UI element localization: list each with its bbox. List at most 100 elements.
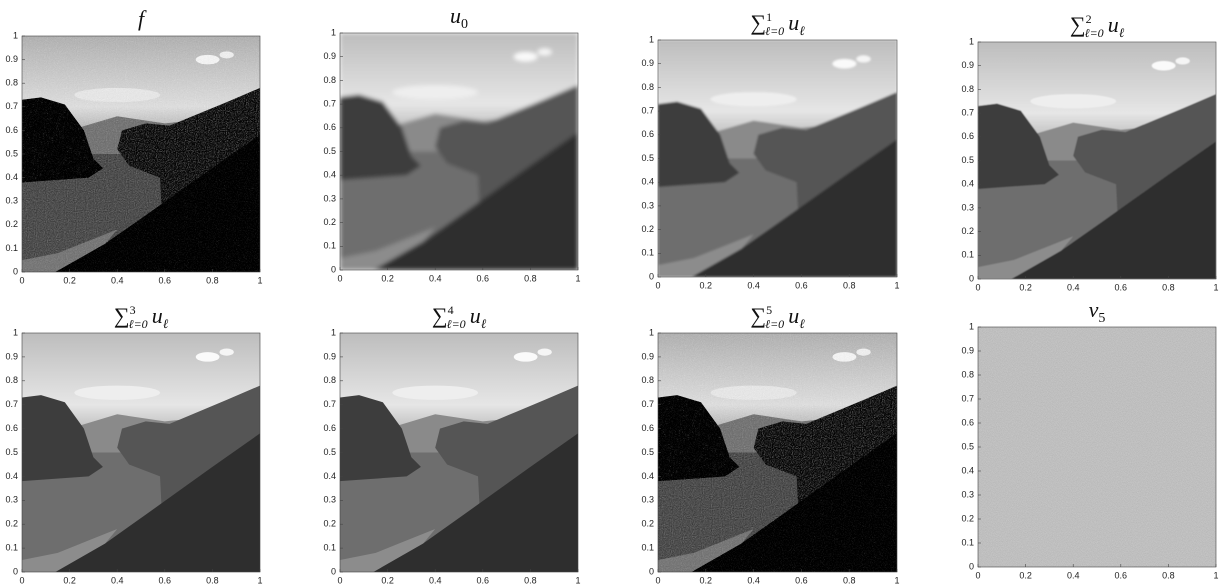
y-tick-label: 0.9 <box>961 60 974 70</box>
term: u <box>1108 12 1119 37</box>
y-tick-label: 0.9 <box>5 54 18 64</box>
x-tick-label: 0.4 <box>429 575 442 585</box>
y-tick-label: 1 <box>649 327 654 337</box>
y-tick-label: 0.2 <box>961 513 974 523</box>
x-tick-label: 0.6 <box>159 575 172 585</box>
y-tick-label: 0.7 <box>961 107 974 117</box>
y-tick-label: 0.4 <box>961 465 974 475</box>
y-tick-label: 1 <box>331 327 336 337</box>
y-tick-label: 0.5 <box>323 447 336 457</box>
y-tick-label: 0 <box>13 566 18 576</box>
y-tick-label: 0.8 <box>323 375 336 385</box>
y-tick-label: 0 <box>649 566 654 576</box>
y-tick-label: 0.5 <box>961 155 974 165</box>
sum-symbol: ∑ <box>114 303 130 328</box>
y-tick-label: 0.4 <box>641 471 654 481</box>
y-tick-label: 0.2 <box>5 519 18 529</box>
figure: 0 0.2 0.4 0.6 0.8 1 0 0.1 0.2 0.3 0.4 0.5 0.6 0.7 0.8 0… <box>0 0 1221 587</box>
y-tick-label: 0.3 <box>323 193 336 203</box>
y-tick-label: 0.9 <box>323 351 336 361</box>
x-tick-label: 0.6 <box>1115 282 1128 292</box>
panel-title: v5 <box>1089 297 1106 326</box>
y-tick-label: 0.7 <box>641 399 654 409</box>
image <box>340 33 578 270</box>
title-sub: 0 <box>461 17 468 32</box>
y-tick-label: 0.6 <box>323 423 336 433</box>
y-tick-label: 0.8 <box>323 75 336 85</box>
x-tick-label: 0.6 <box>795 280 808 290</box>
x-tick-label: 0 <box>19 275 24 285</box>
y-tick-label: 0.4 <box>323 170 336 180</box>
title-symbol: v <box>1089 297 1099 322</box>
y-tick-label: 0 <box>13 266 18 276</box>
term-index: ℓ <box>163 316 169 331</box>
x-tick-label: 0.8 <box>843 575 856 585</box>
y-tick-label: 0.6 <box>961 417 974 427</box>
y-tick-label: 0.6 <box>323 122 336 132</box>
x-tick-label: 0.2 <box>1019 282 1032 292</box>
x-tick-label: 0.8 <box>524 273 537 283</box>
y-tick-label: 1 <box>331 27 336 37</box>
y-tick-label: 0 <box>331 566 336 576</box>
sum-upper: 3 <box>130 303 136 317</box>
term: u <box>152 303 163 328</box>
x-tick-label: 0 <box>975 570 980 580</box>
term: u <box>470 303 481 328</box>
y-tick-label: 0.6 <box>641 423 654 433</box>
x-tick-label: 1 <box>894 280 899 290</box>
x-tick-label: 0.8 <box>524 575 537 585</box>
x-tick-label: 0.6 <box>477 575 490 585</box>
y-tick-label: 0.8 <box>961 84 974 94</box>
y-tick-label: 0.9 <box>5 351 18 361</box>
sum-upper: 2 <box>1086 12 1092 26</box>
y-tick-label: 0.3 <box>641 495 654 505</box>
y-tick-label: 0.4 <box>641 177 654 187</box>
x-tick-label: 0.6 <box>477 273 490 283</box>
y-tick-label: 0.1 <box>641 542 654 552</box>
y-tick-label: 0.2 <box>641 519 654 529</box>
image <box>22 36 260 272</box>
y-tick-label: 0.2 <box>323 217 336 227</box>
x-tick-label: 0.4 <box>111 275 124 285</box>
x-tick-label: 0.4 <box>747 575 760 585</box>
sum-symbol: ∑ <box>750 303 766 328</box>
x-tick-label: 1 <box>894 575 899 585</box>
y-tick-label: 0.8 <box>5 78 18 88</box>
sum-upper: 5 <box>766 303 772 317</box>
y-tick-label: 0.5 <box>641 447 654 457</box>
page: 0 0.2 0.4 0.6 0.8 1 0 0.1 0.2 0.3 0.4 0.5 0.6 0.7 0.8 0… <box>0 0 1221 587</box>
y-tick-label: 0.5 <box>961 441 974 451</box>
title-symbol: f <box>138 6 147 31</box>
y-tick-label: 0.3 <box>961 489 974 499</box>
term-index: ℓ <box>799 316 805 331</box>
x-tick-label: 0.6 <box>1115 570 1128 580</box>
y-tick-label: 0.6 <box>5 423 18 433</box>
y-tick-label: 0.1 <box>5 243 18 253</box>
y-tick-label: 0.7 <box>5 399 18 409</box>
panel-title: u0 <box>450 3 468 32</box>
y-tick-label: 0.8 <box>641 375 654 385</box>
y-tick-label: 0.3 <box>323 495 336 505</box>
y-tick-label: 0.2 <box>961 226 974 236</box>
x-tick-label: 1 <box>575 273 580 283</box>
image <box>340 333 578 572</box>
image <box>658 40 897 277</box>
y-tick-label: 0.4 <box>961 179 974 189</box>
x-tick-label: 0.2 <box>1019 570 1032 580</box>
y-tick-label: 0 <box>649 271 654 281</box>
y-tick-label: 0.2 <box>5 219 18 229</box>
y-tick-label: 0.1 <box>641 248 654 258</box>
y-tick-label: 0.9 <box>323 51 336 61</box>
term: u <box>788 10 799 35</box>
y-tick-label: 1 <box>13 30 18 40</box>
x-tick-label: 0.4 <box>747 280 760 290</box>
y-tick-label: 0.6 <box>961 131 974 141</box>
